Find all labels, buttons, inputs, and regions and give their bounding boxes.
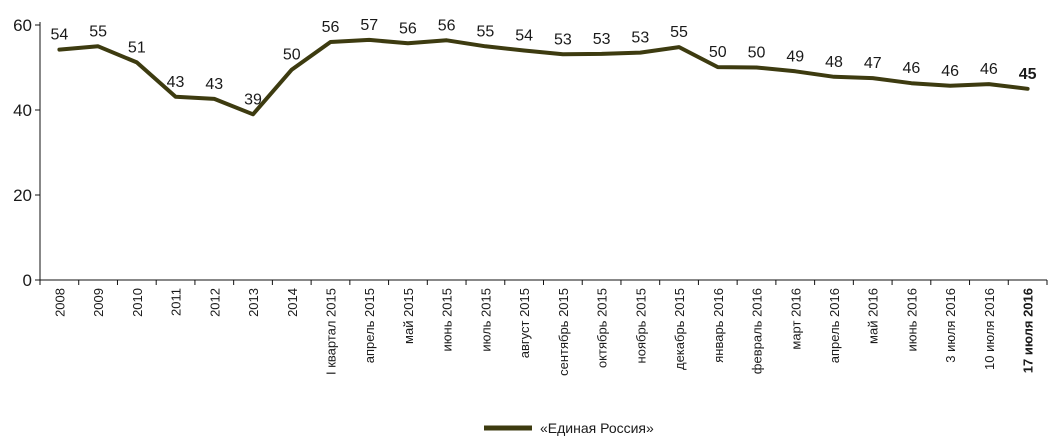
- data-label: 39: [244, 91, 262, 108]
- x-tick-label: 10 июля 2016: [982, 288, 997, 370]
- x-tick-label: июнь 2016: [904, 288, 919, 352]
- data-label: 46: [941, 63, 959, 80]
- x-tick-label: апрель 2015: [362, 288, 377, 363]
- data-label: 50: [748, 45, 766, 62]
- x-tick-label: январь 2016: [711, 288, 726, 363]
- x-tick-label: 2012: [207, 288, 222, 317]
- data-label: 43: [205, 76, 223, 93]
- data-label: 55: [670, 24, 688, 41]
- data-label: 56: [399, 20, 417, 37]
- x-tick-label: апрель 2016: [827, 288, 842, 363]
- y-tick-label: 40: [13, 101, 32, 120]
- x-tick-label: декабрь 2015: [672, 288, 687, 370]
- x-tick-label: май 2016: [866, 288, 881, 344]
- x-tick-label: 2014: [285, 288, 300, 317]
- x-tick-label: февраль 2016: [750, 288, 765, 374]
- data-label: 46: [980, 61, 998, 78]
- x-tick-label: 2010: [130, 288, 145, 317]
- data-label: 46: [903, 60, 921, 77]
- x-tick-label: 17 июля 2016: [1021, 288, 1036, 373]
- x-tick-label: 2013: [246, 288, 261, 317]
- x-tick-label: 3 июля 2016: [943, 288, 958, 363]
- data-label: 57: [360, 17, 378, 34]
- data-label: 53: [631, 30, 649, 47]
- data-label: 55: [477, 23, 495, 40]
- x-axis-ticks: 2008 2009 2010 2011 2012 2013 2014 I квартал 20…: [39, 280, 1048, 376]
- x-tick-label: 2008: [52, 288, 67, 317]
- series-layer: [57, 37, 1030, 117]
- x-tick-label: сентябрь 2015: [556, 288, 571, 376]
- data-label: 47: [864, 55, 882, 72]
- data-label: 56: [438, 17, 456, 34]
- data-label: 54: [515, 28, 533, 45]
- y-tick-label: 60: [13, 16, 32, 35]
- data-label: 49: [786, 48, 804, 65]
- x-tick-label: март 2016: [788, 288, 803, 350]
- data-label: 48: [825, 54, 843, 71]
- y-tick-label: 20: [13, 186, 32, 205]
- y-axis-ticks: 0 20 40 60: [13, 16, 40, 290]
- data-label: 50: [709, 44, 727, 61]
- x-tick-label: май 2015: [401, 288, 416, 344]
- legend: «Единая Россия»: [484, 420, 654, 436]
- data-label: 51: [128, 39, 146, 56]
- x-tick-label: июль 2015: [478, 288, 493, 352]
- data-label: 55: [89, 23, 107, 40]
- y-tick-label: 0: [23, 271, 32, 290]
- legend-label: «Единая Россия»: [540, 420, 654, 436]
- data-labels: 54 55 51 43 43 39 50 56 57 56 56 55 54 53 53 53 55 50 50 49…: [50, 17, 1036, 108]
- data-label: 56: [322, 19, 340, 36]
- data-label: 43: [167, 74, 185, 91]
- x-tick-label: октябрь 2015: [595, 288, 610, 368]
- data-label: 53: [593, 31, 611, 48]
- x-tick-label: август 2015: [517, 288, 532, 358]
- data-label: 45: [1019, 66, 1037, 83]
- x-tick-label: июнь 2015: [440, 288, 455, 352]
- x-tick-label: I квартал 2015: [323, 288, 338, 375]
- x-tick-label: 2009: [91, 288, 106, 317]
- x-tick-label: ноябрь 2015: [633, 288, 648, 363]
- series-line: [57, 37, 1030, 117]
- data-label: 53: [554, 31, 572, 48]
- axes: [39, 22, 1047, 281]
- data-label: 54: [50, 27, 68, 44]
- x-tick-label: 2011: [169, 288, 184, 316]
- data-label: 50: [283, 47, 301, 64]
